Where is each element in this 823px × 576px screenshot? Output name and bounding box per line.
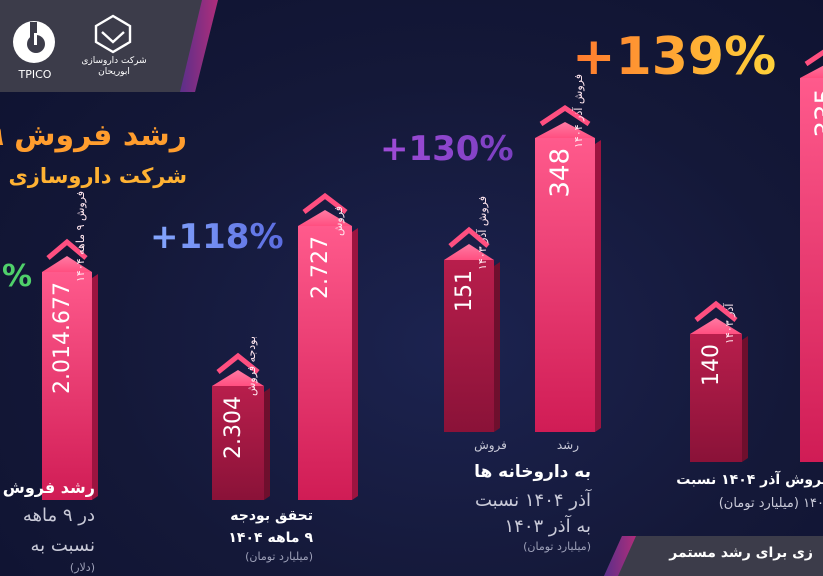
bar-chevron: [539, 104, 591, 127]
aboureihan-label: شرکت داروسازی ابوریحان: [81, 56, 147, 77]
percent-label: +139%: [572, 27, 776, 87]
bar-cap: [535, 122, 595, 138]
bar-side: [352, 228, 358, 500]
caption-title: به داروخانه ها: [474, 462, 591, 482]
bar-value-label: 2.014.677: [50, 282, 75, 394]
percent-label: %: [2, 259, 32, 294]
bar-chevron: [448, 226, 490, 248]
caption-group4: فروش آذر ۱۴۰۴ نسبت ۱۴۰۳ (میلیارد تومان): [676, 472, 823, 511]
caption-line: نسبت به: [30, 535, 95, 556]
caption-line: ۹ ماهه ۱۴۰۴: [228, 530, 313, 546]
bar-side: [92, 274, 98, 500]
percent-label: +118%: [150, 217, 284, 257]
bar: [535, 138, 595, 432]
bar-value-label: 2.304: [221, 396, 246, 459]
caption-pre2: رشد: [556, 438, 580, 452]
bar: [690, 334, 742, 462]
tpico-label: TPICO: [18, 68, 52, 81]
bar-cap: [800, 65, 823, 78]
bar-cap: [444, 244, 494, 260]
tagline-band: [604, 536, 823, 576]
logo-band: [0, 0, 218, 92]
percent-label: +130%: [380, 129, 514, 169]
caption-line: ۱۴۰۳ (میلیارد تومان): [718, 496, 823, 511]
bar-value-label: 2.727: [308, 236, 333, 299]
bar-value-label: 348: [546, 148, 576, 198]
bar: [298, 226, 352, 500]
caption-line: به آذر ۱۴۰۳: [504, 516, 591, 537]
caption-unit: (میلیارد تومان): [245, 550, 313, 563]
bar-chevron: [694, 300, 738, 322]
caption-title: رشد فروش د: [0, 478, 95, 497]
bar-side: [742, 336, 748, 462]
bar-cap: [42, 256, 92, 272]
caption-unit: (میلیارد تومان): [523, 540, 591, 553]
bar-label: فروش آذر ۱۴۰۳: [475, 196, 489, 270]
bar-label: بودجه فروش: [245, 336, 258, 396]
bar: [800, 78, 823, 462]
tpico-logo: [13, 21, 55, 63]
caption-line: در ۹ ماهه: [22, 505, 95, 526]
logo-band-stripe: [180, 0, 218, 92]
caption-pre1: فروش: [474, 438, 507, 452]
caption-title: فروش آذر ۱۴۰۴ نسبت: [676, 472, 823, 488]
bar-cap: [212, 370, 264, 386]
bar-cap: [298, 210, 352, 226]
bar: [212, 386, 264, 500]
bar-value-label: 151: [452, 270, 477, 312]
page-title: رشد فروش ۹: [0, 118, 187, 153]
caption-unit: (دلار): [69, 561, 95, 574]
bar-chevron: [46, 238, 88, 260]
bar-chevron: [216, 352, 260, 374]
caption-group2: تحقق بودجه ۹ ماهه ۱۴۰۴ (میلیارد تومان): [228, 508, 313, 563]
bar-value-label: 140: [699, 344, 724, 386]
bar-label: فروش آذر ۱۴۰۴: [571, 74, 585, 148]
footer-tagline: زی برای رشد مستمر: [669, 545, 813, 561]
bar-cap: [690, 318, 742, 334]
bar-label: فروش ۹ ماهه ۱۴۰۴: [74, 191, 87, 282]
bar-side: [264, 388, 270, 500]
bar: [444, 260, 494, 432]
bar-chevron: [302, 192, 348, 214]
bar-chevron: [804, 49, 823, 67]
caption-line: آذر ۱۴۰۴ نسبت: [474, 490, 591, 511]
caption-title: تحقق بودجه: [230, 508, 313, 524]
caption-group3: رشد فروش به داروخانه ها آذر ۱۴۰۴ نسبت به…: [474, 438, 591, 553]
bar: [42, 272, 92, 500]
aboureihan-logo: [94, 14, 132, 54]
bar-label: فروش: [332, 206, 345, 236]
bar-value-label: 335: [811, 88, 823, 138]
bar-side: [494, 262, 500, 432]
caption-group1: رشد فروش د در ۹ ماهه نسبت به (دلار): [0, 478, 95, 574]
bar-side: [595, 140, 601, 432]
bar-label: آذر ۱۴۰۳: [722, 303, 736, 344]
page-subtitle: شرکت داروسازی ا: [0, 164, 187, 188]
tagline-band-stripe: [604, 536, 636, 576]
